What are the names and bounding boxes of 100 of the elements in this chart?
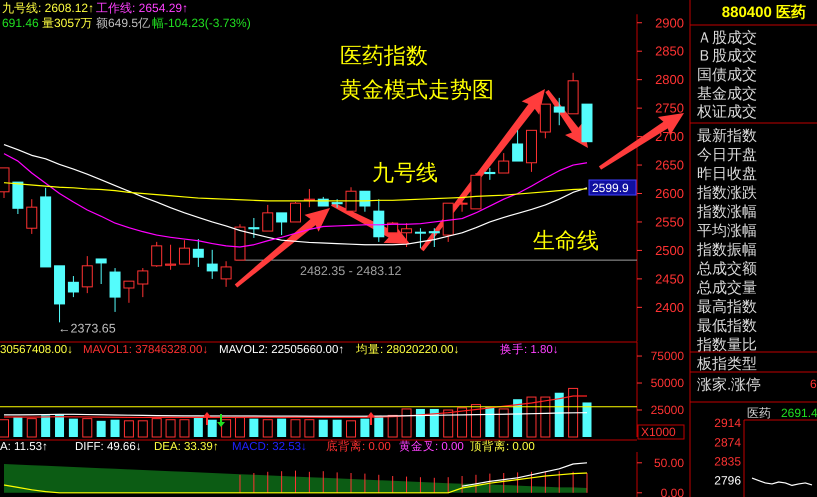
text: 总成交量: [696, 279, 757, 296]
text: 最高指数: [697, 298, 757, 316]
bar: [0, 419, 9, 438]
line-series: [3, 395, 588, 418]
y-tick-label: 2914: [714, 416, 742, 430]
bar: [540, 396, 550, 438]
bar: [152, 418, 162, 438]
y-tick-label: 2835: [714, 454, 742, 468]
bar: [68, 418, 78, 437]
text: 880400 医药: [722, 4, 806, 21]
bar: [221, 419, 232, 438]
bar: [96, 420, 106, 437]
bar: [82, 418, 92, 438]
y-tick-label: 2400: [655, 300, 684, 315]
bar: [26, 418, 37, 438]
candlestick: [165, 244, 176, 270]
annotation: 九号线: [372, 160, 438, 185]
annotation: 顶背离: 0.00: [470, 439, 535, 453]
text: Ａ股成交: [697, 29, 757, 46]
annotation: DEA: 33.39↑: [154, 441, 219, 453]
annotation: 换手: 1.80↓: [500, 342, 559, 356]
y-tick-label: 75000: [650, 349, 684, 364]
bar: [485, 406, 494, 437]
annotation: 均量: 28020220.00↓: [355, 343, 460, 356]
bar: [402, 408, 412, 438]
y-tick-label: 0.00: [660, 486, 684, 497]
y-tick-label: 2796: [714, 473, 742, 488]
annotation: 生命线: [533, 228, 599, 253]
annotation: MAVOL2: 22505660.00↑: [219, 344, 344, 356]
annotation: 工作线: 2654.29↑: [96, 1, 188, 15]
text: 权证成交: [696, 103, 757, 120]
text: 最低指数: [697, 317, 757, 334]
annotation: 九号线: 2608.12↑: [2, 1, 94, 15]
candlestick: [26, 198, 38, 234]
annotation: 幅-104.23(-3.73%): [152, 16, 251, 30]
bar: [582, 402, 592, 437]
line-series: [751, 478, 813, 486]
bar: [179, 419, 190, 438]
y-tick-label: 50.00: [654, 456, 684, 470]
annotation: DIFF: 49.66↓: [75, 441, 142, 453]
bar: [124, 420, 134, 438]
annotation: ←2373.65: [58, 321, 116, 336]
bar: [110, 420, 120, 437]
y-tick-label: 2800: [655, 72, 684, 88]
bar: [194, 418, 203, 437]
annotation: MAVOL1: 37846328.00↓: [83, 344, 208, 356]
bar: [318, 420, 328, 437]
bar: [208, 420, 217, 437]
text: 总成交额: [696, 260, 757, 278]
bar: [41, 415, 50, 437]
y-tick-label: 2750: [655, 100, 684, 116]
annotation: 黄金模式走势图: [340, 77, 494, 102]
text: Ｂ股成交: [697, 47, 757, 64]
y-tick-label: 25000: [650, 403, 684, 418]
y-tick-label: 2600: [655, 186, 684, 202]
text: 国债成交: [697, 66, 757, 84]
text: 涨家.涨停: [697, 376, 762, 394]
y-tick-label: 2550: [655, 214, 684, 230]
annotation: MACD: 32.53↓: [232, 441, 307, 453]
bar: [498, 408, 509, 438]
bar: [554, 392, 564, 437]
annotation: 医药指数: [340, 43, 428, 68]
bar: [416, 408, 425, 437]
y-tick-label: 2500: [655, 242, 684, 258]
text: 最新指数: [697, 127, 757, 144]
y-tick-label: 2874: [714, 435, 742, 450]
candlestick: [554, 97, 565, 126]
annotation: 黄金叉: 0.00: [399, 440, 464, 453]
candlestick: [373, 198, 384, 242]
annotation: A: 11.53↑: [0, 441, 48, 453]
bar: [443, 410, 454, 438]
bar: [568, 388, 578, 438]
text: 平均涨幅: [697, 222, 757, 240]
bar: [304, 419, 314, 438]
line-series: [3, 472, 588, 494]
bar: [166, 419, 176, 438]
text: 指数量比: [696, 336, 757, 354]
annotation: 额649.5亿: [96, 16, 150, 30]
bar: [234, 417, 245, 438]
text: 昨日收盘: [697, 165, 757, 182]
annotation: 底背离: 0.00: [326, 439, 391, 453]
bar: [360, 418, 370, 437]
y-tick-label: 2450: [655, 271, 684, 286]
bar: [470, 404, 481, 438]
y-tick-label: 2900: [655, 15, 684, 30]
bar: [332, 420, 342, 437]
annotation: 医药: [747, 406, 771, 420]
text: 板指类型: [696, 355, 757, 372]
annotation: 2482.35 - 2483.12: [300, 264, 402, 278]
annotation: 691.46: [2, 16, 40, 30]
bar: [262, 419, 273, 438]
y-tick-label: 50000: [650, 376, 684, 390]
bar: [513, 399, 522, 437]
annotation: 30567408.00↓: [0, 344, 73, 356]
candlestick: [192, 238, 204, 268]
text: 指数涨跌: [696, 184, 757, 202]
bar: [290, 419, 300, 438]
line-series: [461, 462, 588, 487]
candlestick: [220, 260, 232, 288]
bar: [388, 414, 398, 438]
